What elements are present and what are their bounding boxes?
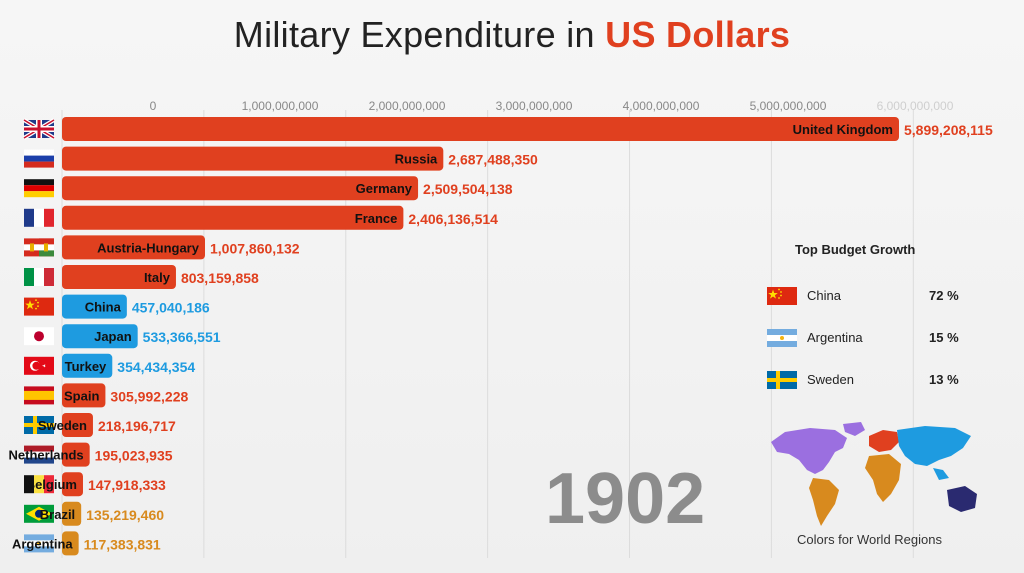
bar-value-label: 5,899,208,115	[904, 122, 993, 138]
brazil-flag	[24, 504, 54, 523]
x-tick-label: 6,000,000,000	[877, 99, 954, 113]
growth-row: China 72 %	[765, 285, 995, 307]
italy-flag	[24, 268, 54, 286]
bar-value-label: 1,007,860,132	[210, 240, 300, 256]
bar	[62, 442, 90, 467]
bar-value-label: 195,023,935	[95, 448, 173, 464]
france-flag	[24, 208, 54, 227]
bar-category-label: Netherlands	[9, 448, 84, 463]
growth-country: Argentina	[807, 330, 863, 345]
bar	[62, 531, 79, 556]
bar-category-label: Turkey	[65, 359, 107, 374]
x-tick-label: 0	[150, 99, 157, 113]
bar-value-label: 2,406,136,514	[408, 211, 498, 227]
x-tick-label: 3,000,000,000	[496, 99, 573, 113]
growth-country: Sweden	[807, 372, 854, 387]
growth-row: Sweden 13 %	[765, 369, 995, 391]
bar-category-label: Belgium	[26, 477, 77, 492]
russia-flag	[24, 149, 54, 168]
bar	[62, 176, 419, 201]
world-map-icon	[771, 422, 977, 526]
bar-category-label: United Kingdom	[793, 122, 893, 137]
growth-flag-1	[767, 329, 797, 347]
x-tick-label: 4,000,000,000	[623, 99, 700, 113]
bar-value-label: 147,918,333	[88, 477, 166, 493]
bar	[62, 205, 404, 230]
bar	[62, 117, 899, 141]
austria-hungary-flag	[24, 238, 54, 257]
greenland-region	[843, 422, 865, 436]
bar-value-label: 2,687,488,350	[448, 152, 538, 168]
south-america-region	[809, 478, 839, 526]
japan-flag	[24, 327, 54, 346]
bar-value-label: 457,040,186	[132, 300, 210, 316]
bar	[62, 353, 113, 378]
chart-title: Military Expenditure in US Dollars	[0, 14, 1024, 56]
growth-title: Top Budget Growth	[795, 242, 916, 257]
bar-value-label: 218,196,717	[98, 418, 176, 434]
bar-value-label: 117,383,831	[84, 536, 161, 552]
growth-percent: 13 %	[929, 372, 959, 387]
map-caption: Colors for World Regions	[797, 532, 942, 547]
bar-category-label: China	[85, 300, 122, 315]
x-tick-label: 1,000,000,000	[242, 99, 319, 113]
title-accent: US Dollars	[605, 14, 791, 55]
southeast-asia-region	[933, 468, 949, 480]
bar-category-label: Italy	[144, 270, 171, 285]
spain-flag	[24, 386, 54, 405]
growth-flag-2	[767, 371, 797, 389]
bar-category-label: Austria-Hungary	[97, 240, 200, 255]
netherlands-flag	[24, 445, 54, 464]
bar-category-label: Japan	[94, 329, 132, 344]
bar-value-label: 354,434,354	[117, 359, 195, 375]
bar	[62, 501, 82, 526]
bar-value-label: 803,159,858	[181, 270, 259, 286]
uk-flag	[22, 118, 56, 140]
growth-percent: 72 %	[929, 288, 959, 303]
bar-category-label: Brazil	[40, 507, 75, 522]
argentina-flag	[24, 534, 54, 553]
bar-category-label: Germany	[356, 181, 413, 196]
bar-value-label: 533,366,551	[143, 329, 221, 345]
australia-region	[947, 486, 977, 512]
turkey-flag	[24, 356, 54, 375]
bar	[62, 235, 205, 260]
belgium-flag	[24, 475, 54, 494]
china-flag	[24, 297, 54, 316]
europe-region	[869, 430, 899, 452]
asia-region	[897, 426, 971, 466]
bar-value-label: 2,509,504,138	[423, 181, 513, 197]
bar	[62, 324, 138, 349]
year-label: 1902	[545, 459, 706, 539]
growth-flag-0	[767, 287, 797, 305]
bar-category-label: Russia	[395, 152, 438, 167]
x-tick-label: 5,000,000,000	[750, 99, 827, 113]
growth-country: China	[807, 288, 841, 303]
bar	[62, 294, 127, 319]
bar-category-label: France	[355, 211, 398, 226]
bar	[62, 265, 176, 289]
bar	[62, 383, 106, 408]
title-prefix: Military Expenditure in	[233, 14, 606, 55]
bar-value-label: 135,219,460	[86, 507, 164, 523]
africa-region	[865, 454, 901, 502]
bar	[62, 146, 444, 171]
sweden-flag	[24, 416, 54, 434]
x-tick-label: 2,000,000,000	[369, 99, 446, 113]
north-america-region	[771, 428, 847, 474]
bar	[62, 413, 93, 437]
bar-category-label: Spain	[64, 388, 99, 403]
growth-percent: 15 %	[929, 330, 959, 345]
bar	[62, 472, 83, 497]
bar-value-label: 305,992,228	[110, 388, 188, 404]
bar-category-label: Sweden	[38, 418, 87, 433]
bar-category-label: Argentina	[12, 536, 73, 551]
germany-flag	[24, 179, 54, 198]
growth-row: Argentina 15 %	[765, 327, 995, 349]
